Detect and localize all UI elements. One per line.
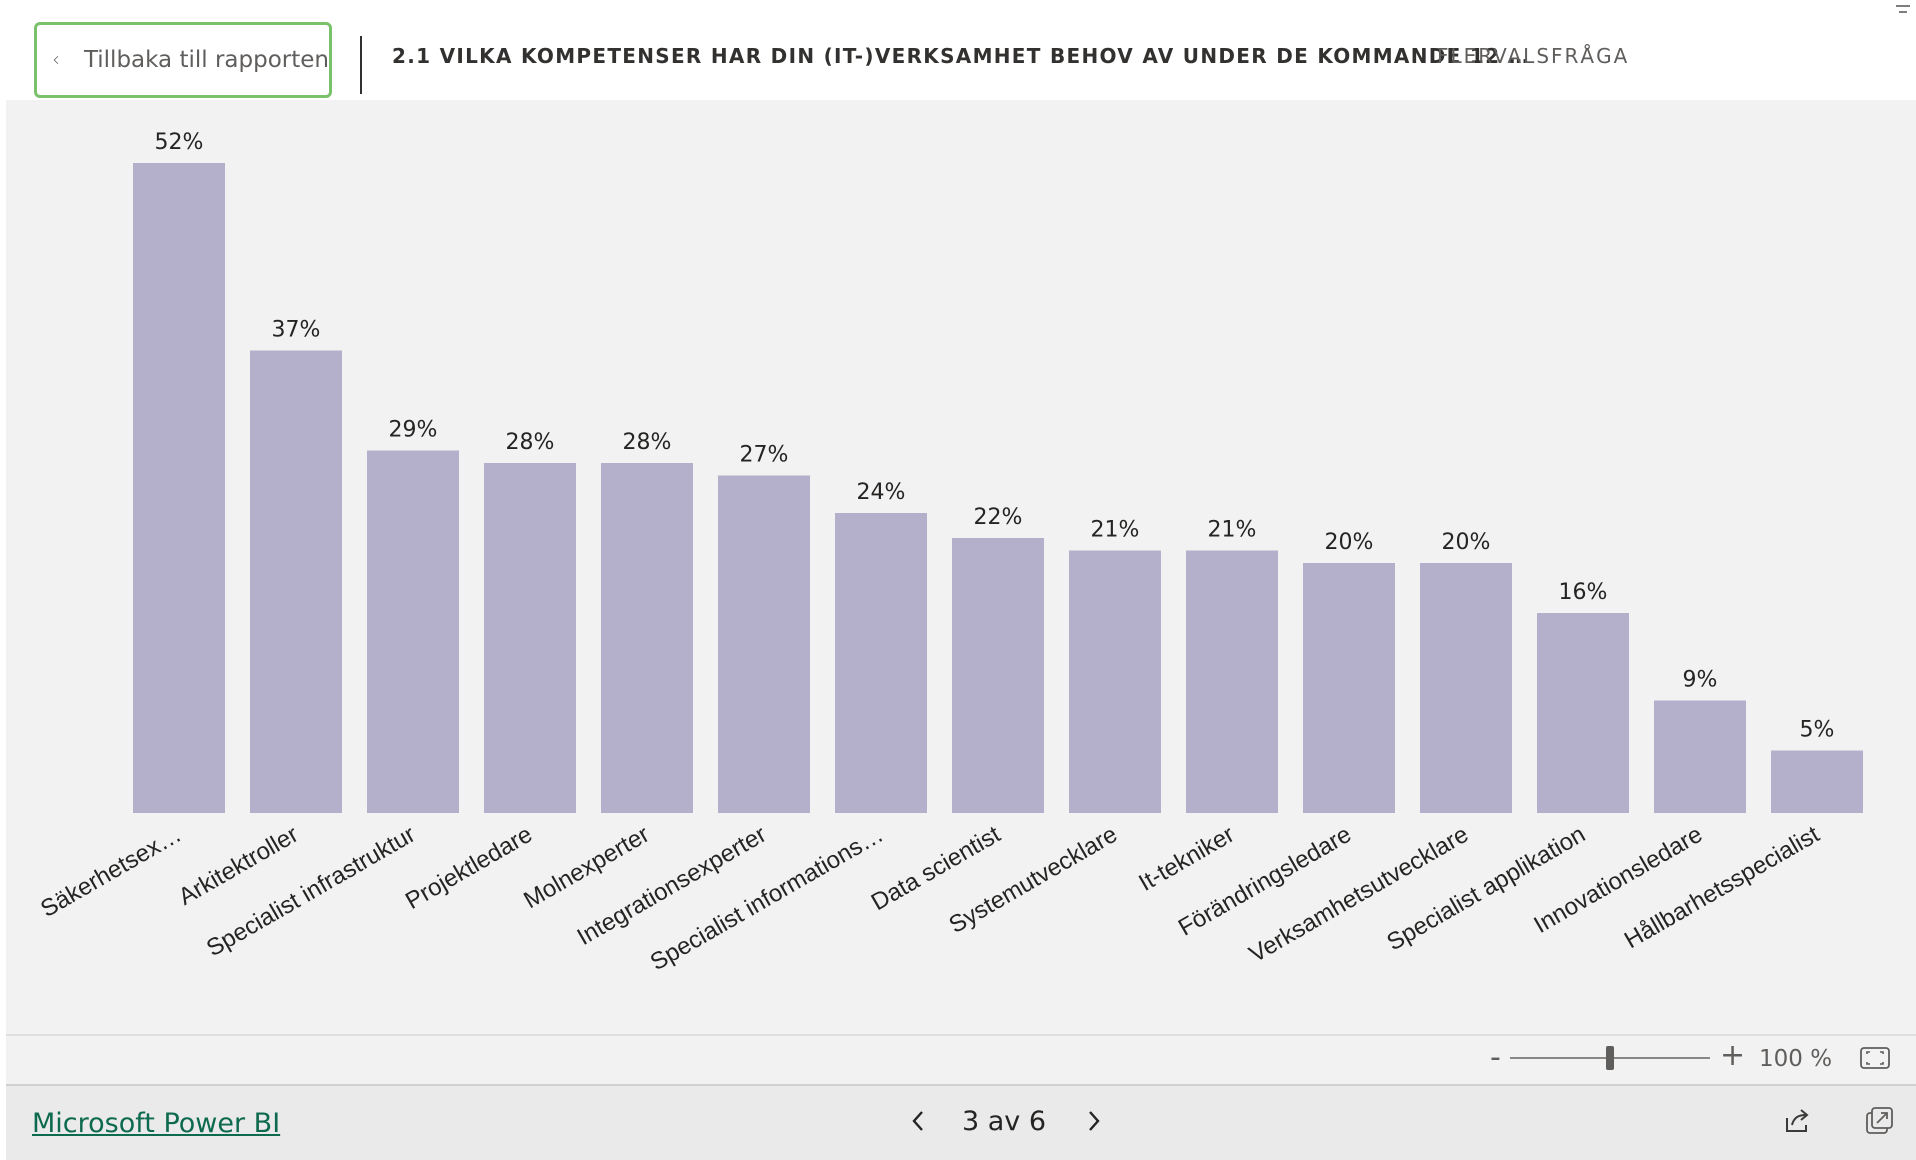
back-to-report-button[interactable]: Tillbaka till rapporten [34,22,332,98]
next-page-button[interactable] [1080,1104,1108,1138]
category-label: It-tekniker [1134,821,1239,897]
bar-value-label: 9% [1683,668,1718,693]
footer-bar: Microsoft Power BI 3 av 6 [6,1084,1916,1160]
open-in-new-window-icon[interactable] [1862,1104,1896,1138]
category-label: Integrationsexperter [573,821,771,951]
bar[interactable] [1186,550,1278,814]
filter-lines-icon[interactable] [1890,0,1916,26]
bar-value-label: 28% [506,430,555,455]
zoom-in-button[interactable]: + [1720,1038,1746,1073]
bar-value-label: 24% [857,480,906,505]
header-divider [360,36,362,94]
bar-value-label: 5% [1800,718,1835,743]
bar[interactable] [952,538,1044,813]
bar[interactable] [367,450,459,814]
chart-canvas: 52% Säkerhetsex… 37% Arkitektroller 29% Speci… [6,100,1916,1034]
bar[interactable] [484,463,576,813]
zoom-level-value: 100 % [1759,1046,1833,1072]
category-label: Säkerhetsex… [36,821,186,923]
bar[interactable] [601,463,693,813]
bar[interactable] [1303,563,1395,813]
zoom-toolbar: - + 100 % [6,1034,1916,1084]
zoom-out-button[interactable]: - [1490,1040,1501,1075]
bar[interactable] [1771,750,1863,814]
bar-value-label: 21% [1208,518,1257,543]
bar-value-label: 22% [974,505,1023,530]
bar[interactable] [250,350,342,814]
bar-value-label: 37% [272,318,321,343]
bar[interactable] [1069,550,1161,814]
back-button-label: Tillbaka till rapporten [83,47,329,73]
bar[interactable] [133,163,225,813]
bar-value-label: 20% [1325,530,1374,555]
bar-value-label: 29% [389,418,438,443]
zoom-slider-handle[interactable] [1606,1046,1614,1070]
previous-page-button[interactable] [904,1104,932,1138]
category-label: Projektledare [401,821,537,915]
fit-to-page-icon[interactable] [1859,1044,1891,1072]
bar[interactable] [1420,563,1512,813]
category-label: Specialist applikation [1382,821,1590,956]
bar-value-label: 52% [155,130,204,155]
bar[interactable] [1654,700,1746,814]
chevron-left-icon [53,55,59,65]
bar[interactable] [835,513,927,813]
category-label: Verksamhetsutvecklare [1245,821,1473,968]
bar-value-label: 21% [1091,518,1140,543]
page-indicator: 3 av 6 [962,1106,1047,1137]
category-label: Specialist infrastruktur [202,821,420,962]
power-bi-link[interactable]: Microsoft Power BI [32,1108,281,1139]
bar[interactable] [1537,613,1629,813]
question-title: 2.1 VILKA KOMPETENSER HAR DIN (IT-)VERKS… [392,44,1530,68]
bar-value-label: 20% [1442,530,1491,555]
header-bar: Tillbaka till rapporten 2.1 VILKA KOMPET… [0,0,1916,100]
bar-value-label: 28% [623,430,672,455]
bar-chart: 52%Säkerhetsex…37%Arkitektroller29%Speci… [36,130,1863,976]
question-type-label: FLERVALSFRÅGA [1437,44,1630,68]
bar-value-label: 16% [1559,580,1608,605]
bar[interactable] [718,475,810,814]
bar-value-label: 27% [740,443,789,468]
category-label: Hållbarhetsspecialist [1620,821,1824,955]
share-icon[interactable] [1780,1104,1814,1138]
